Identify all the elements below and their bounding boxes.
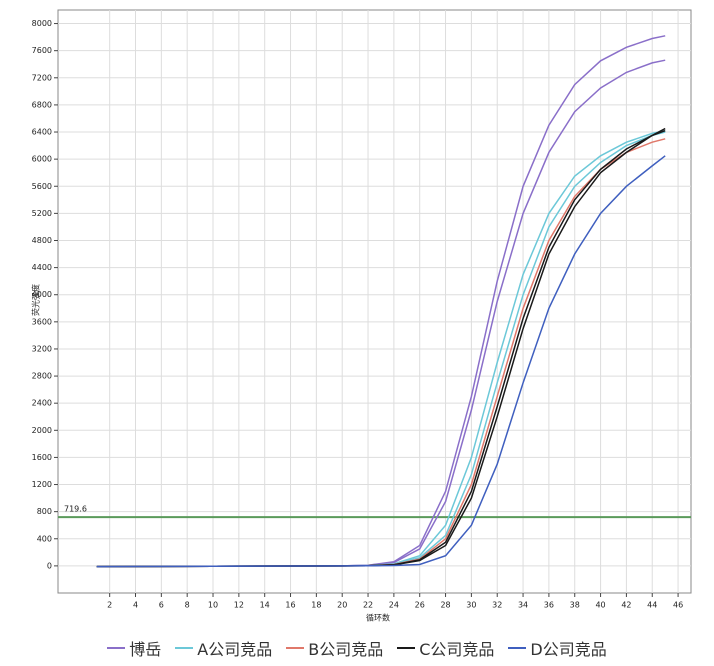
legend-label: C公司竞品 xyxy=(419,640,495,659)
legend-swatch xyxy=(397,647,416,649)
y-tick-label: 7200 xyxy=(32,73,52,82)
legend-item: D公司竞品 xyxy=(508,636,607,660)
plot-frame xyxy=(57,9,692,594)
y-tick-label: 8000 xyxy=(32,19,52,28)
y-tick-label: 7600 xyxy=(32,46,52,55)
y-tick-label: 800 xyxy=(37,507,52,516)
legend-item: 博岳 xyxy=(107,636,161,660)
y-tick-label: 6400 xyxy=(32,128,52,137)
legend-swatch xyxy=(107,647,126,649)
y-tick-label: 4000 xyxy=(32,290,52,299)
x-tick-label: 4 xyxy=(133,601,138,610)
y-tick-label: 3200 xyxy=(32,344,52,353)
x-axis-label: 循环数 xyxy=(366,613,390,623)
y-axis-label: 荧光强度 xyxy=(31,284,41,316)
x-tick-label: 46 xyxy=(673,601,683,610)
y-tick-label: 2800 xyxy=(32,372,52,381)
y-tick-label: 0 xyxy=(47,561,52,570)
y-tick-label: 4400 xyxy=(32,263,52,272)
legend-label: A公司竞品 xyxy=(197,640,273,659)
x-tick-label: 38 xyxy=(570,601,580,610)
curve xyxy=(96,155,666,568)
y-tick-label: 400 xyxy=(37,534,52,543)
x-tick-label: 26 xyxy=(415,601,425,610)
x-tick-label: 16 xyxy=(285,601,295,610)
x-tick-label: 8 xyxy=(185,601,190,610)
x-tick-label: 22 xyxy=(363,601,373,610)
legend-label: D公司竞品 xyxy=(530,640,607,659)
x-tick-label: 10 xyxy=(208,601,218,610)
y-tick-label: 1600 xyxy=(32,453,52,462)
y-tick-label: 3600 xyxy=(32,317,52,326)
legend: 博岳 A公司竞品 B公司竞品 C公司竞品 D公司竞品 xyxy=(0,636,714,660)
y-tick-label: 5600 xyxy=(32,182,52,191)
x-tick-label: 44 xyxy=(647,601,657,610)
x-tick-label: 14 xyxy=(260,601,270,610)
legend-item: C公司竞品 xyxy=(397,636,494,660)
x-tick-label: 6 xyxy=(159,601,164,610)
x-tick-label: 12 xyxy=(234,601,244,610)
chart: 荧光强度 循环数 0 400 800 1200 1600 2000 2400 2800 3200… xyxy=(31,9,692,623)
y-tick-label: 2000 xyxy=(32,426,52,435)
x-tick-label: 20 xyxy=(337,601,347,610)
y-tick-label: 6800 xyxy=(32,100,52,109)
x-tick-label: 2 xyxy=(107,601,112,610)
x-tick-label: 30 xyxy=(466,601,476,610)
legend-label: B公司竞品 xyxy=(308,640,384,659)
legend-swatch xyxy=(286,647,305,649)
x-tick-label: 34 xyxy=(518,601,528,610)
y-tick-label: 5200 xyxy=(32,209,52,218)
x-tick-label: 36 xyxy=(544,601,554,610)
x-tick-label: 18 xyxy=(311,601,321,610)
x-tick-label: 32 xyxy=(492,601,502,610)
x-tick-label: 42 xyxy=(621,601,631,610)
y-tick-label: 6000 xyxy=(32,155,52,164)
y-tick-label: 1200 xyxy=(32,480,52,489)
legend-label: 博岳 xyxy=(129,640,162,659)
x-tick-label: 28 xyxy=(440,601,450,610)
x-tick-label: 40 xyxy=(595,601,605,610)
legend-swatch xyxy=(508,647,527,649)
threshold-label: 719.6 xyxy=(64,505,87,514)
legend-item: B公司竞品 xyxy=(286,636,383,660)
legend-swatch xyxy=(175,647,194,649)
x-tick-label: 24 xyxy=(389,601,399,610)
y-tick-label: 2400 xyxy=(32,399,52,408)
y-tick-label: 4800 xyxy=(32,236,52,245)
legend-item: A公司竞品 xyxy=(175,636,272,660)
